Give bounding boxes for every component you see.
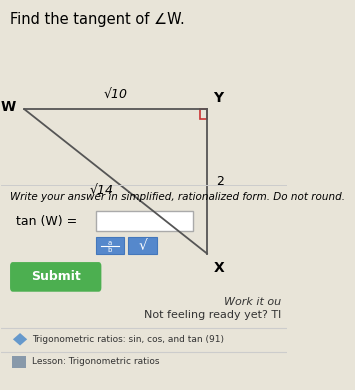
Text: a: a	[108, 240, 112, 246]
Text: W: W	[0, 100, 16, 114]
Text: Work it ou: Work it ou	[224, 297, 281, 307]
Text: 2: 2	[216, 175, 224, 188]
FancyBboxPatch shape	[129, 237, 157, 254]
Text: √10: √10	[104, 88, 128, 101]
FancyBboxPatch shape	[10, 262, 102, 292]
FancyBboxPatch shape	[12, 356, 26, 368]
Text: Find the tangent of ∠W.: Find the tangent of ∠W.	[10, 12, 185, 27]
FancyBboxPatch shape	[95, 211, 193, 231]
Text: b: b	[108, 247, 112, 254]
Text: X: X	[214, 261, 225, 275]
Text: Lesson: Trigonometric ratios: Lesson: Trigonometric ratios	[32, 357, 160, 367]
Polygon shape	[13, 333, 27, 346]
Text: Trigonometric ratios: sin, cos, and tan (91): Trigonometric ratios: sin, cos, and tan …	[32, 335, 224, 344]
Text: tan (W) =: tan (W) =	[16, 215, 77, 228]
Text: √: √	[138, 239, 147, 253]
Text: Write your answer in simplified, rationalized form. Do not round.: Write your answer in simplified, rationa…	[10, 192, 345, 202]
Text: Not feeling ready yet? Tl: Not feeling ready yet? Tl	[144, 310, 281, 320]
FancyBboxPatch shape	[95, 237, 124, 254]
Text: √14: √14	[89, 183, 113, 196]
Text: Submit: Submit	[31, 270, 81, 284]
Text: Y: Y	[213, 90, 223, 105]
